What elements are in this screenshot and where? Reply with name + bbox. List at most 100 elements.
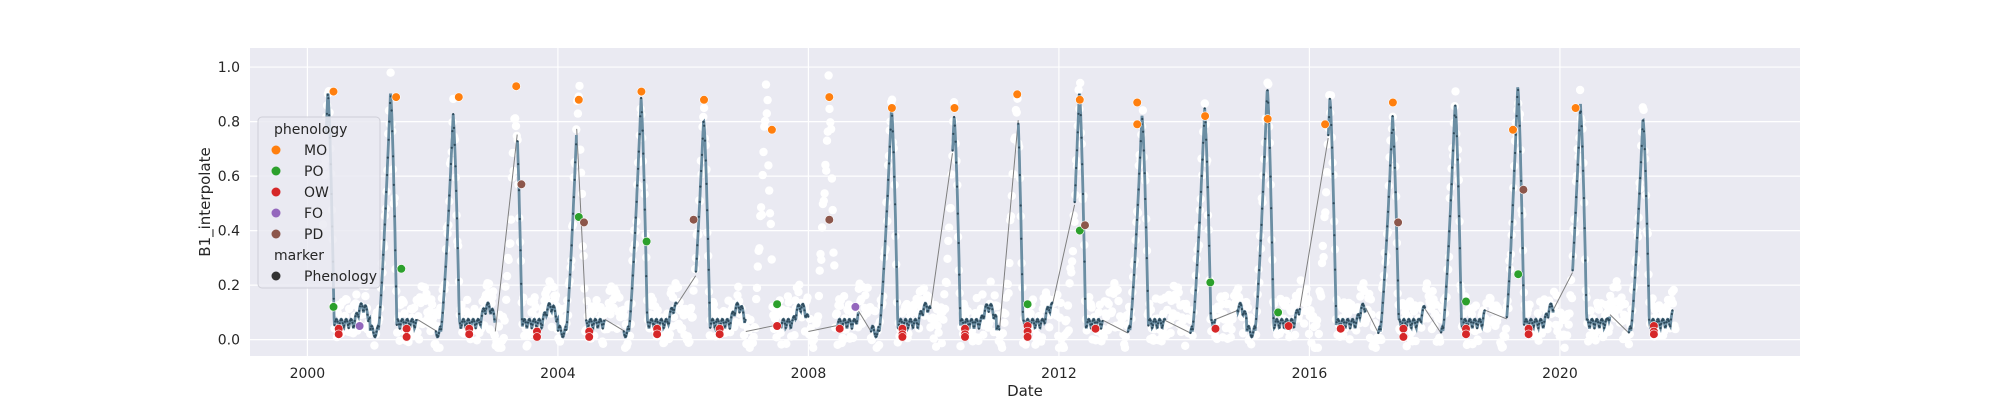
interpolated-point: [633, 246, 636, 249]
interpolated-point: [1139, 156, 1142, 159]
series-mo: [328, 81, 1581, 135]
interpolated-point: [1446, 272, 1449, 275]
raw-point: [1121, 332, 1131, 342]
interpolated-point: [483, 309, 486, 312]
interpolated-point: [1410, 326, 1413, 329]
raw-point: [472, 336, 482, 345]
interpolated-point: [441, 311, 444, 314]
interpolated-point: [602, 323, 605, 326]
interpolated-point: [1152, 320, 1155, 323]
interpolated-point: [1272, 317, 1275, 320]
phenology-point-mo: [1012, 89, 1022, 99]
interpolated-point: [1477, 320, 1480, 323]
interpolated-point: [522, 319, 525, 323]
interpolated-point: [712, 321, 716, 325]
interpolated-point: [953, 124, 956, 127]
interpolated-point: [1523, 323, 1526, 326]
interpolated-point: [872, 329, 876, 332]
interpolated-point: [987, 310, 990, 313]
interpolated-point: [908, 320, 911, 323]
interpolated-point: [1273, 324, 1277, 327]
interpolated-point: [523, 318, 527, 321]
interpolated-point: [709, 322, 713, 325]
interpolated-point: [1085, 324, 1088, 328]
interpolated-point: [873, 332, 876, 335]
raw-point: [986, 277, 995, 286]
interpolated-point: [347, 327, 350, 330]
interpolated-point: [910, 320, 913, 323]
raw-point: [1234, 284, 1243, 293]
interpolated-point: [395, 285, 398, 288]
interpolated-point: [673, 308, 676, 311]
raw-point: [1304, 295, 1313, 304]
interpolated-point: [1599, 321, 1602, 324]
interpolated-point: [1237, 305, 1240, 308]
x-tick-label: 2016: [1292, 366, 1328, 382]
phenology-point-mo: [1320, 119, 1330, 129]
phenology-point-mo: [1200, 111, 1210, 121]
interpolated-point: [1449, 199, 1452, 202]
interpolated-point: [1294, 316, 1297, 319]
interpolated-point: [1345, 321, 1348, 324]
raw-point: [1110, 279, 1119, 288]
interpolated-point: [357, 315, 360, 318]
raw-point: [1166, 328, 1175, 338]
interpolated-point: [1523, 320, 1526, 323]
raw-point: [1498, 342, 1508, 352]
interpolated-point: [414, 321, 417, 325]
phenology-point-ow: [1283, 321, 1294, 331]
interpolated-point: [1204, 121, 1207, 124]
phenology-point-ow: [334, 329, 344, 339]
interpolated-point: [922, 308, 925, 311]
phenology-point-po: [328, 302, 339, 312]
interpolated-point: [465, 322, 468, 325]
interpolated-point: [544, 311, 547, 314]
raw-point: [1082, 326, 1091, 335]
interpolated-point: [517, 189, 521, 192]
interpolated-point: [1147, 324, 1150, 327]
raw-point: [1318, 241, 1328, 251]
interpolated-point: [477, 318, 480, 322]
raw-point: [753, 262, 762, 271]
raw-point: [1435, 337, 1445, 346]
interpolated-point: [702, 120, 705, 123]
interpolated-point: [372, 331, 375, 334]
interpolated-point: [591, 323, 594, 327]
interpolated-point: [597, 321, 601, 324]
interpolated-point: [1583, 227, 1586, 230]
interpolated-point: [383, 223, 386, 226]
interpolated-point: [1479, 320, 1482, 323]
interpolated-point: [665, 318, 668, 321]
interpolated-point: [1021, 273, 1024, 276]
raw-point: [848, 333, 858, 343]
interpolated-point: [1576, 180, 1579, 183]
phenology-point-mo: [949, 103, 960, 113]
raw-point: [1322, 167, 1332, 177]
interpolated-point: [1514, 151, 1517, 155]
interpolated-point: [380, 281, 383, 284]
raw-point: [1099, 332, 1109, 342]
legend-label-pd: PD: [304, 227, 323, 243]
raw-point: [1501, 324, 1511, 333]
interpolated-point: [487, 302, 490, 305]
interpolated-point: [533, 318, 536, 321]
interpolated-point: [574, 161, 577, 164]
interpolated-point: [346, 323, 350, 327]
interpolated-point: [1134, 247, 1137, 250]
interpolated-point: [595, 321, 598, 324]
interpolated-point: [415, 319, 418, 322]
interpolated-point: [697, 230, 700, 233]
interpolated-point: [1455, 135, 1458, 138]
interpolated-point: [482, 307, 486, 310]
raw-point: [1085, 293, 1094, 302]
interpolated-point: [1020, 237, 1023, 240]
raw-point: [1264, 79, 1273, 89]
interpolated-point: [400, 319, 403, 323]
interpolated-point: [484, 312, 487, 315]
interpolated-point: [592, 322, 595, 325]
interpolated-point: [1239, 302, 1242, 305]
interpolated-point: [1142, 130, 1145, 133]
phenology-point-ow: [772, 321, 782, 331]
interpolated-point: [379, 306, 382, 309]
interpolated-point: [1352, 318, 1355, 321]
